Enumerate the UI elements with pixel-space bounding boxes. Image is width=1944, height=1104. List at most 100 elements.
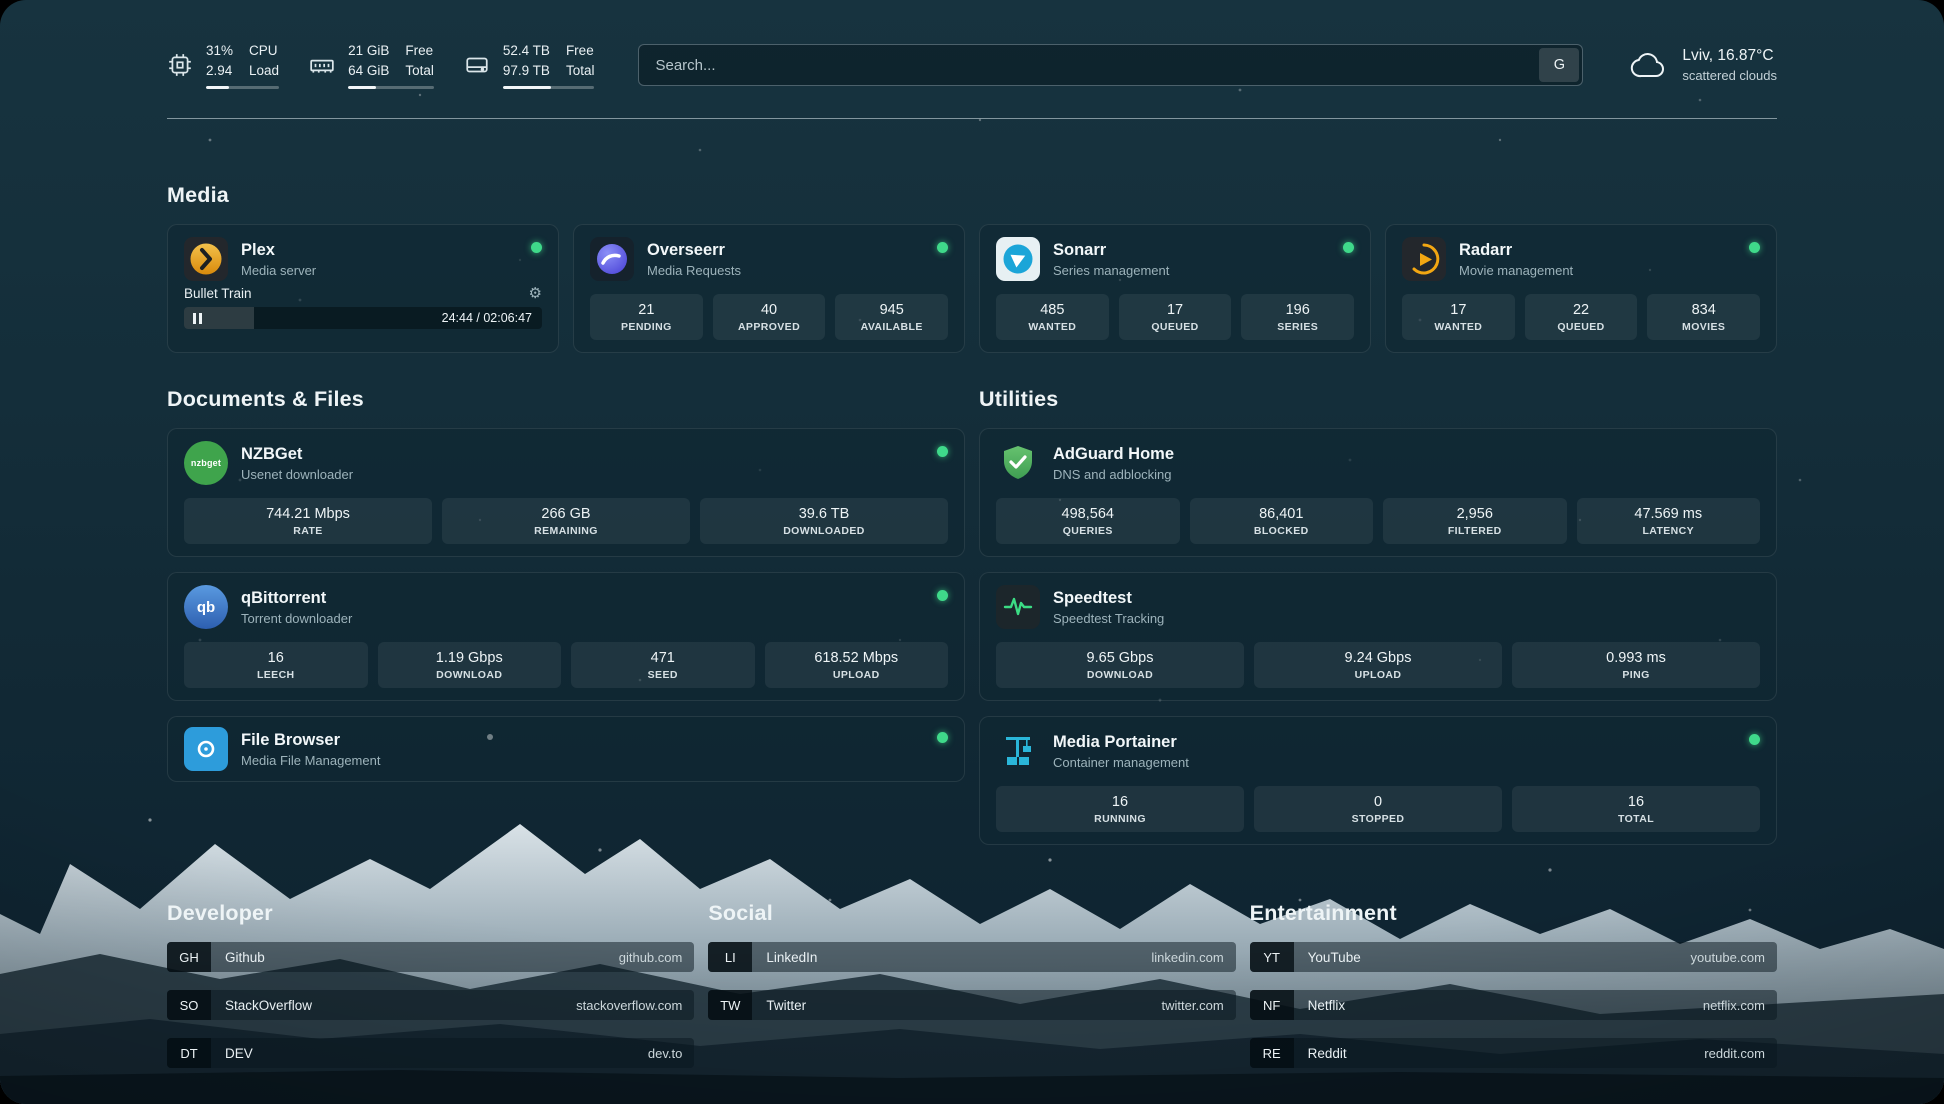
card-overseerr[interactable]: Overseerr Media Requests 21 PENDING 40 A…	[573, 224, 965, 353]
stat-ping: 0.993 ms PING	[1512, 642, 1760, 688]
app-desc: Speedtest Tracking	[1053, 610, 1165, 626]
app-desc: Media File Management	[241, 752, 381, 768]
stat-upload: 9.24 Gbps UPLOAD	[1254, 642, 1502, 688]
cpu-usage-bar	[206, 85, 280, 89]
stat-remaining: 266 GB REMAINING	[442, 498, 690, 544]
stat-approved: 40 APPROVED	[712, 294, 826, 340]
cpu-load-value: 2.94	[206, 63, 233, 78]
section-documents: Documents & Files nzbget NZBGet Usenet d…	[167, 387, 965, 782]
ram-label-2: Total	[405, 63, 434, 78]
stat-queries: 498,564 QUERIES	[996, 498, 1180, 544]
bookmark-linkedin[interactable]: LI LinkedIn linkedin.com	[708, 942, 1236, 972]
nzbget-icon: nzbget	[184, 441, 228, 485]
app-desc: Movie management	[1459, 262, 1574, 278]
stat-running: 16 RUNNING	[996, 786, 1244, 832]
app-desc: Usenet downloader	[241, 466, 354, 482]
cpu-label-2: Load	[249, 63, 280, 78]
stat-pending: 21 PENDING	[590, 294, 703, 340]
pause-icon	[193, 312, 202, 324]
card-qbittorrent[interactable]: qb qBittorrent Torrent downloader 16 LEE…	[167, 572, 965, 701]
section-developer: Developer GH Github github.com SO StackO…	[167, 901, 695, 1068]
search-bar: G	[638, 44, 1584, 86]
section-utilities: Utilities AdGuard	[979, 387, 1777, 845]
bookmark-github[interactable]: GH Github github.com	[167, 942, 695, 972]
stat-series: 196 SERIES	[1241, 294, 1355, 340]
disk-widget: 52.4 TB 97.9 TB Free Total	[464, 41, 595, 89]
app-desc: Media Requests	[647, 262, 741, 278]
status-indicator	[1343, 242, 1354, 253]
bookmark-url: netflix.com	[1702, 997, 1765, 1013]
app-name: Overseerr	[647, 240, 725, 259]
app-name: NZBGet	[241, 444, 303, 463]
cpu-percent: 31%	[206, 43, 234, 59]
ram-label-1: Free	[405, 43, 434, 59]
card-plex[interactable]: Plex Media server Bullet Train ⚙ 24:44 /…	[167, 224, 559, 353]
bookmark-netflix[interactable]: NF Netflix netflix.com	[1249, 990, 1777, 1020]
status-indicator	[531, 242, 542, 253]
search-engine-button[interactable]: G	[1539, 48, 1580, 82]
card-adguard[interactable]: AdGuard Home DNS and adblocking 498,564 …	[979, 428, 1777, 557]
weather-location: Lviv, 16.87°C	[1682, 47, 1774, 64]
bookmark-abbr: GH	[167, 942, 211, 972]
stat-queued: 22 QUEUED	[1524, 294, 1638, 340]
app-name: File Browser	[241, 730, 341, 749]
now-playing-title: Bullet Train	[184, 286, 252, 301]
stat-stopped: 0 STOPPED	[1254, 786, 1502, 832]
bookmark-abbr: NF	[1249, 990, 1294, 1020]
bookmark-stackoverflow[interactable]: SO StackOverflow stackoverflow.com	[167, 990, 695, 1020]
gear-icon[interactable]: ⚙	[528, 285, 542, 302]
bookmark-twitter[interactable]: TW Twitter twitter.com	[708, 990, 1236, 1020]
stat-blocked: 86,401 BLOCKED	[1189, 498, 1373, 544]
bookmark-url: twitter.com	[1161, 997, 1224, 1013]
ram-widget: 21 GiB 64 GiB Free Total	[309, 41, 434, 89]
cpu-label-1: CPU	[249, 43, 278, 59]
card-filebrowser[interactable]: File Browser Media File Management	[167, 716, 965, 782]
bookmark-url: stackoverflow.com	[576, 997, 683, 1013]
app-name: Media Portainer	[1053, 732, 1177, 751]
disk-label-1: Free	[565, 43, 594, 59]
stat-upload: 618.52 Mbps UPLOAD	[764, 642, 948, 688]
stat-movies: 834 MOVIES	[1647, 294, 1761, 340]
stat-latency: 47.569 ms LATENCY	[1576, 498, 1760, 544]
card-portainer[interactable]: Media Portainer Container management 16 …	[979, 716, 1777, 845]
stat-queued: 17 QUEUED	[1118, 294, 1232, 340]
stat-available: 945 AVAILABLE	[835, 294, 949, 340]
card-nzbget[interactable]: nzbget NZBGet Usenet downloader 744.21 M…	[167, 428, 965, 557]
disk-usage-bar	[502, 85, 595, 89]
bookmark-name: LinkedIn	[766, 949, 818, 965]
section-title-documents: Documents & Files	[167, 387, 364, 411]
top-bar: 31% 2.94 CPU Load	[167, 36, 1777, 94]
playback-time: 24:44 / 02:06:47	[441, 311, 532, 325]
bookmark-url: github.com	[618, 949, 683, 965]
app-name: AdGuard Home	[1053, 444, 1175, 463]
bookmark-name: Reddit	[1307, 1045, 1347, 1061]
card-speedtest[interactable]: Speedtest Speedtest Tracking 9.65 Gbps D…	[979, 572, 1777, 701]
bookmark-abbr: YT	[1249, 942, 1294, 972]
status-indicator	[937, 446, 948, 457]
stat-leech: 16 LEECH	[184, 642, 368, 688]
section-entertainment: Entertainment YT YouTube youtube.com NF …	[1249, 901, 1777, 1068]
bookmark-abbr: RE	[1249, 1038, 1294, 1068]
bookmark-name: YouTube	[1307, 949, 1361, 965]
stat-wanted: 485 WANTED	[996, 294, 1109, 340]
bookmark-reddit[interactable]: RE Reddit reddit.com	[1249, 1038, 1777, 1068]
bookmark-dev[interactable]: DT DEV dev.to	[167, 1038, 695, 1068]
card-radarr[interactable]: Radarr Movie management 17 WANTED 22 QUE…	[1385, 224, 1777, 353]
header-divider	[167, 118, 1777, 119]
bookmark-url: reddit.com	[1704, 1045, 1765, 1061]
bookmark-name: StackOverflow	[225, 997, 313, 1013]
bookmark-name: Github	[225, 949, 265, 965]
app-name: Plex	[241, 240, 275, 259]
disk-label-2: Total	[565, 63, 595, 78]
section-title-social: Social	[708, 901, 773, 925]
playback-progress-bar: 24:44 / 02:06:47	[184, 307, 542, 329]
ram-total: 64 GiB	[348, 63, 390, 78]
section-social: Social LI LinkedIn linkedin.com TW Twitt…	[708, 901, 1236, 1068]
bookmark-url: linkedin.com	[1151, 949, 1224, 965]
bookmark-youtube[interactable]: YT YouTube youtube.com	[1249, 942, 1777, 972]
card-sonarr[interactable]: Sonarr Series management 485 WANTED 17 Q…	[979, 224, 1371, 353]
app-desc: DNS and adblocking	[1053, 466, 1172, 482]
search-input[interactable]	[638, 44, 1584, 86]
plex-icon	[184, 237, 228, 281]
